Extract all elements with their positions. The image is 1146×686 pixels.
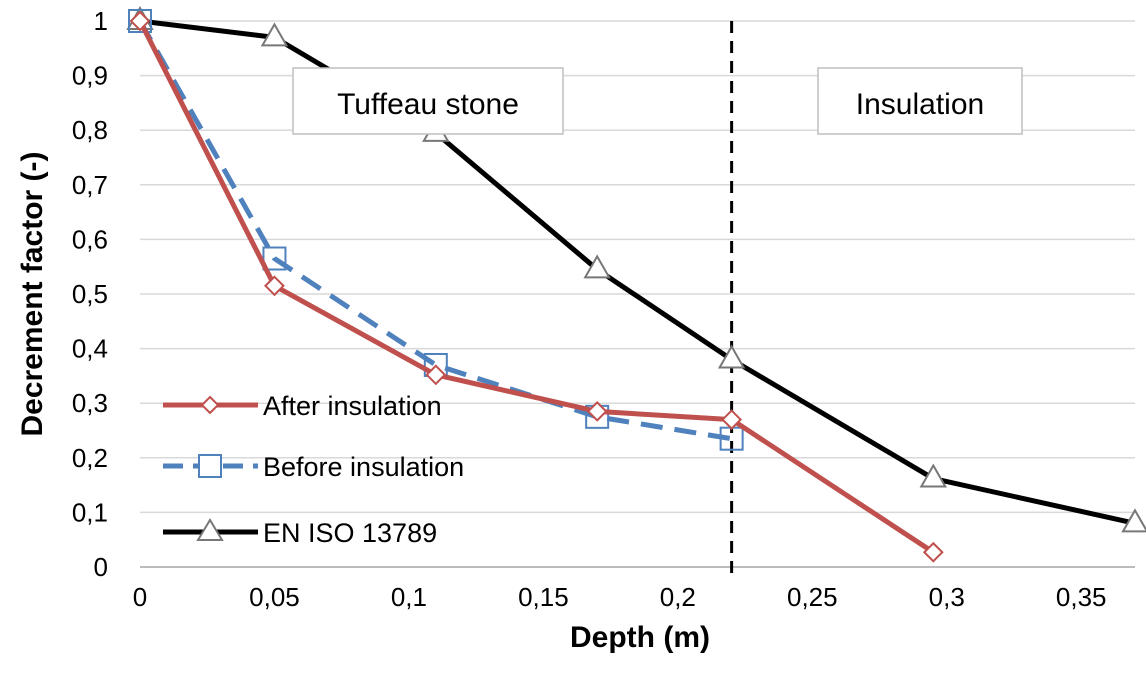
series-before-insulation [128, 9, 744, 451]
x-tick-label: 0,1 [391, 582, 427, 612]
region-label-insulation-text: Insulation [856, 88, 984, 121]
data-point-triangle [583, 254, 611, 279]
series-line [137, 19, 733, 442]
data-point-diamond [586, 400, 608, 422]
legend-triangle-marker [196, 518, 224, 541]
y-tick-label: 0,1 [72, 497, 108, 527]
x-tick-label: 0,2 [660, 582, 696, 612]
legend-label-before-insulation: Before insulation [263, 452, 464, 482]
data-point-diamond [922, 541, 944, 563]
y-tick-label: 0,9 [72, 61, 108, 91]
series-after-insulation [129, 10, 944, 563]
x-tick-label: 0,15 [518, 582, 569, 612]
x-tick-label: 0,3 [929, 582, 965, 612]
y-tick-label: 0,4 [72, 334, 108, 364]
x-tick-label: 0,05 [249, 582, 300, 612]
legend-item-after-insulation: After insulation [163, 391, 442, 421]
data-point-diamond [264, 275, 285, 297]
data-point-diamond [425, 364, 447, 386]
y-tick-label: 0,3 [72, 388, 108, 418]
region-label-tuffeau: Tuffeau stone [292, 67, 564, 135]
legend-diamond-marker [200, 395, 220, 415]
x-tick-labels: 0 0,05 0,1 0,15 0,2 0,25 0,3 0,35 [133, 582, 1107, 612]
y-tick-label: 0,8 [72, 115, 108, 145]
y-tick-label: 0,7 [72, 170, 108, 200]
series-layer [126, 5, 1146, 563]
x-axis-title: Depth (m) [570, 621, 710, 654]
legend-item-en-iso: EN ISO 13789 [163, 518, 437, 548]
legend-label-after-insulation: After insulation [263, 391, 442, 421]
data-point-diamond [129, 10, 151, 32]
data-point-triangle [919, 463, 948, 488]
legend-item-before-insulation: Before insulation [163, 452, 464, 482]
y-tick-label: 0 [94, 552, 108, 582]
data-point-triangle [717, 344, 746, 369]
y-tick-label: 0,6 [72, 224, 108, 254]
y-tick-labels: 0 0,1 0,2 0,3 0,4 0,5 0,6 0,7 0,8 0,9 1 [72, 6, 108, 582]
region-label-insulation: Insulation [817, 67, 1023, 135]
x-tick-label: 0 [133, 582, 147, 612]
data-point-triangle [260, 22, 289, 47]
legend-square-marker [198, 454, 222, 478]
x-tick-label: 0,25 [787, 582, 838, 612]
region-label-tuffeau-text: Tuffeau stone [337, 88, 519, 121]
data-point-triangle [1121, 508, 1146, 533]
y-tick-label: 1 [94, 6, 108, 36]
legend-label-en-iso: EN ISO 13789 [263, 518, 437, 548]
series-line [137, 19, 935, 555]
y-tick-label: 0,2 [72, 443, 108, 473]
data-point-square [128, 9, 152, 33]
legend: After insulation Before insulation EN IS… [163, 391, 464, 548]
data-point-square [262, 246, 287, 271]
y-axis-title: Decrement factor (-) [16, 151, 49, 436]
x-tick-label: 0,35 [1056, 582, 1107, 612]
data-point-diamond [721, 409, 743, 430]
y-tick-label: 0,5 [72, 279, 108, 309]
